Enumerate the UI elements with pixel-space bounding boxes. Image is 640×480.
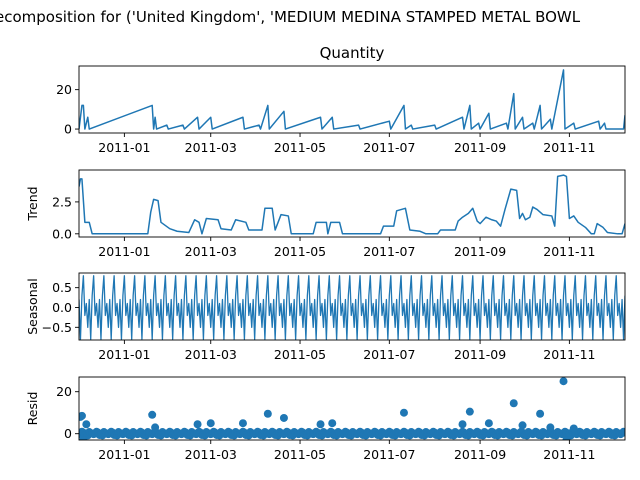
quantity-ytick-label: 0 <box>64 122 72 137</box>
seasonal-data <box>79 275 625 340</box>
trend-xtick-label: 2011-01 <box>98 244 150 259</box>
trend-ytick-label: 0.0 <box>52 226 72 241</box>
resid-xtick-label: 2011-11 <box>543 447 595 462</box>
quantity-axes-frame <box>78 65 626 134</box>
trend-ylabel: Trend <box>25 186 40 221</box>
resid-outlier-point <box>79 436 88 440</box>
quantity-xtick-label: 2011-01 <box>98 140 150 155</box>
resid-outlier-point <box>458 420 467 429</box>
resid-point <box>621 428 625 437</box>
seasonal-ytick-label: 0.5 <box>52 280 72 295</box>
figure-suptitle: ecomposition for ('United Kingdom', 'MED… <box>0 8 581 26</box>
resid-axes-frame <box>78 376 626 441</box>
resid-outlier-point <box>536 409 545 418</box>
resid-data <box>79 377 625 440</box>
resid-outlier-point <box>484 419 493 428</box>
resid-outlier-point <box>151 423 160 432</box>
quantity-xtick-label: 2011-11 <box>543 140 595 155</box>
quantity-panel-title: Quantity <box>320 44 385 62</box>
seasonal-xtick-label: 2011-09 <box>454 347 506 362</box>
quantity-xtick-label: 2011-05 <box>274 140 326 155</box>
panel-quantity: 0 20 2011-01 2011-03 2011-05 2011-07 2011-09 20… <box>56 44 626 155</box>
seasonal-ytick-label: 0.0 <box>52 300 72 315</box>
panel-seasonal: −0.5 0.0 0.5 2011-01 2011-03 2011-05 2011-07 20… <box>25 272 626 362</box>
panel-trend: 0.0 2.5 2011-01 2011-03 2011-05 2011-07 2011-0… <box>25 169 626 259</box>
quantity-xtick-label: 2011-09 <box>454 140 506 155</box>
quantity-xtick-label: 2011-03 <box>185 140 237 155</box>
resid-outlier-point <box>465 407 474 416</box>
resid-outlier-point <box>206 419 215 428</box>
resid-outlier-point <box>559 377 568 386</box>
trend-data <box>79 174 625 235</box>
resid-xtick-label: 2011-03 <box>185 447 237 462</box>
resid-outlier-point <box>148 410 157 419</box>
seasonal-ytick-label: −0.5 <box>42 320 72 335</box>
quantity-series-line <box>79 69 625 130</box>
resid-outlier-point <box>238 419 247 428</box>
seasonal-xtick-label: 2011-03 <box>185 347 237 362</box>
resid-outlier-point <box>79 411 86 420</box>
quantity-xtick-label: 2011-07 <box>363 140 415 155</box>
resid-outlier-point <box>518 421 527 430</box>
resid-ylabel: Resid <box>25 392 40 426</box>
quantity-data <box>79 69 625 130</box>
resid-outlier-point <box>509 399 518 408</box>
trend-xtick-label: 2011-05 <box>274 244 326 259</box>
seasonal-xtick-label: 2011-07 <box>363 347 415 362</box>
resid-outlier-point <box>279 413 288 422</box>
resid-ytick-label: 0 <box>64 426 72 441</box>
resid-outlier-point <box>546 423 555 432</box>
resid-xtick-label: 2011-07 <box>363 447 415 462</box>
trend-xtick-label: 2011-09 <box>454 244 506 259</box>
seasonal-xtick-label: 2011-01 <box>98 347 150 362</box>
trend-ytick-label: 2.5 <box>52 194 72 209</box>
resid-xtick-label: 2011-01 <box>98 447 150 462</box>
seasonal-axes-frame <box>78 272 626 341</box>
resid-outlier-point <box>399 408 408 417</box>
trend-xtick-label: 2011-07 <box>363 244 415 259</box>
resid-outlier-point <box>193 420 202 429</box>
resid-outlier-point <box>316 420 325 429</box>
resid-outlier-point <box>263 409 272 418</box>
resid-outlier-point <box>562 436 571 440</box>
trend-xtick-label: 2011-03 <box>185 244 237 259</box>
resid-ytick-label: 20 <box>56 384 72 399</box>
resid-outlier-point <box>328 419 337 428</box>
resid-xtick-label: 2011-05 <box>274 447 326 462</box>
trend-xtick-label: 2011-11 <box>543 244 595 259</box>
seasonal-ylabel: Seasonal <box>25 278 40 335</box>
quantity-ytick-label: 20 <box>56 82 72 97</box>
seasonal-xtick-label: 2011-11 <box>543 347 595 362</box>
chart-panels: 0 20 2011-01 2011-03 2011-05 2011-07 2011-09 20… <box>25 44 626 462</box>
seasonal-series-line <box>79 275 625 340</box>
trend-axes-frame <box>78 169 626 238</box>
panel-resid: 0 20 2011-01 2011-03 2011-05 2011-07 2011-09 20… <box>25 376 626 462</box>
resid-outlier-point <box>82 420 91 429</box>
resid-xtick-label: 2011-09 <box>454 447 506 462</box>
resid-outlier-point <box>569 424 578 433</box>
seasonal-xtick-label: 2011-05 <box>274 347 326 362</box>
trend-series-line <box>79 174 625 235</box>
